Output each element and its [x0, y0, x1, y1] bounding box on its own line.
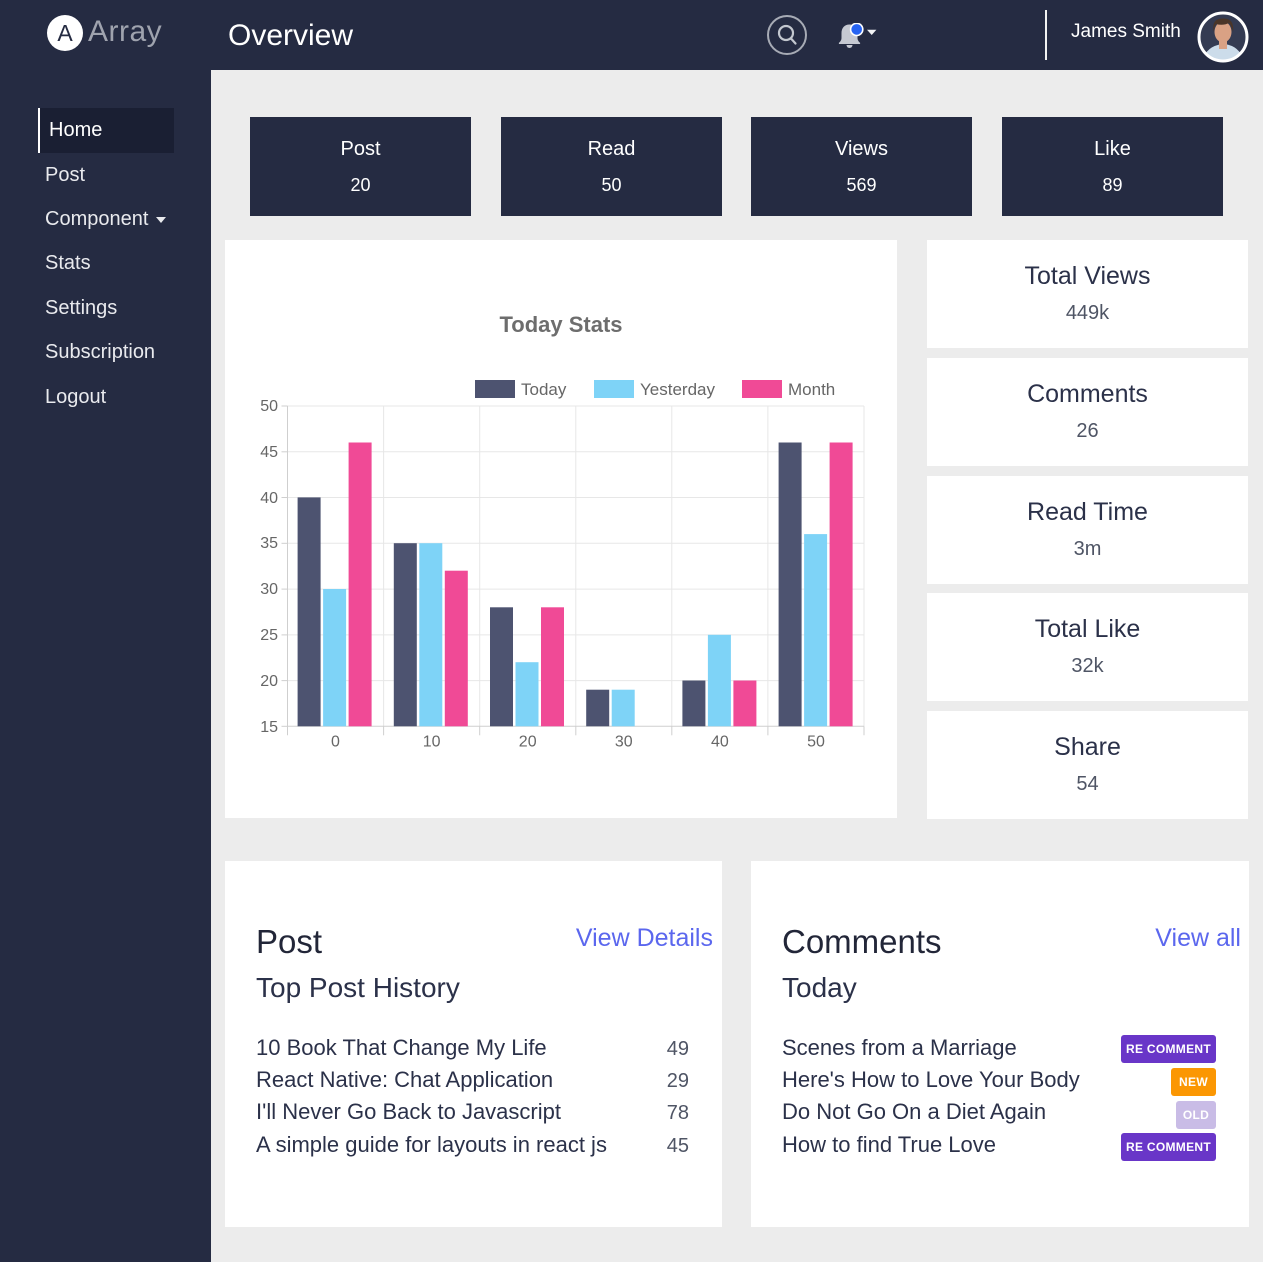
svg-text:20: 20	[260, 673, 278, 690]
svg-text:Yesterday: Yesterday	[640, 380, 715, 399]
svg-text:Today: Today	[521, 380, 567, 399]
svg-text:0: 0	[331, 734, 340, 751]
svg-text:Today Stats: Today Stats	[499, 312, 622, 337]
svg-text:10: 10	[423, 734, 441, 751]
svg-text:50: 50	[807, 734, 825, 751]
svg-text:30: 30	[260, 581, 278, 598]
svg-text:40: 40	[711, 734, 729, 751]
svg-text:Month: Month	[788, 380, 835, 399]
svg-text:25: 25	[260, 627, 278, 644]
svg-text:45: 45	[260, 444, 278, 461]
svg-text:30: 30	[615, 734, 633, 751]
svg-text:35: 35	[260, 535, 278, 552]
svg-text:50: 50	[260, 398, 278, 415]
svg-text:40: 40	[260, 490, 278, 507]
svg-text:15: 15	[260, 719, 278, 736]
svg-text:20: 20	[519, 734, 537, 751]
